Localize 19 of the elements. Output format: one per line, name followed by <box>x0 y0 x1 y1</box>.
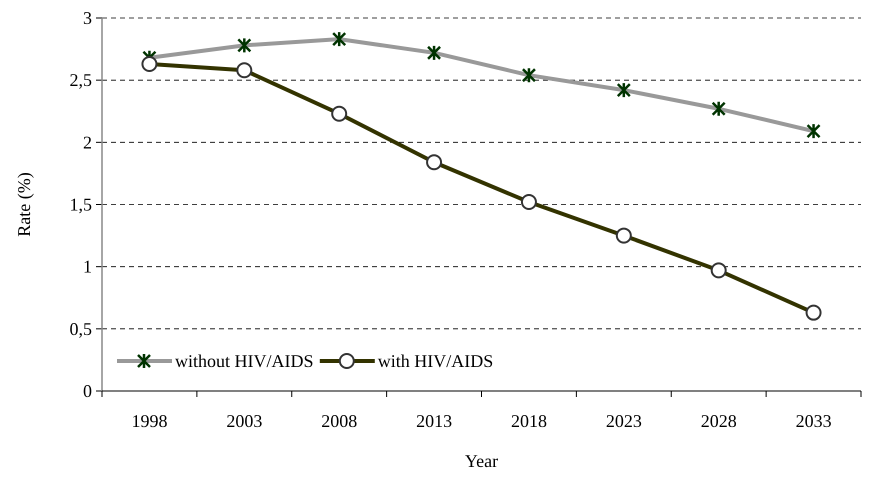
x-tick-label: 2033 <box>796 411 832 431</box>
y-tick-label: 2 <box>83 132 92 152</box>
x-tick-label: 2008 <box>321 411 358 431</box>
x-tick-label: 2028 <box>700 411 737 431</box>
y-tick-label: 0,5 <box>70 318 92 339</box>
x-tick-label: 2013 <box>416 411 452 431</box>
x-axis-title: Year <box>464 451 498 471</box>
legend-label: without HIV/AIDS <box>175 351 314 371</box>
y-tick-label: 2,5 <box>70 70 92 90</box>
y-tick-label: 0 <box>83 381 92 401</box>
legend-label: with HIV/AIDS <box>378 351 494 371</box>
x-tick-label: 1998 <box>131 411 168 431</box>
x-tick-label: 2018 <box>510 411 547 431</box>
y-tick-label: 1,5 <box>70 194 92 214</box>
y-axis-title: Rate (%) <box>14 172 34 237</box>
y-tick-label: 1 <box>83 256 92 277</box>
x-tick-label: 2003 <box>226 411 262 431</box>
y-tick-label: 3 <box>83 8 92 28</box>
x-tick-label: 2023 <box>606 411 642 431</box>
